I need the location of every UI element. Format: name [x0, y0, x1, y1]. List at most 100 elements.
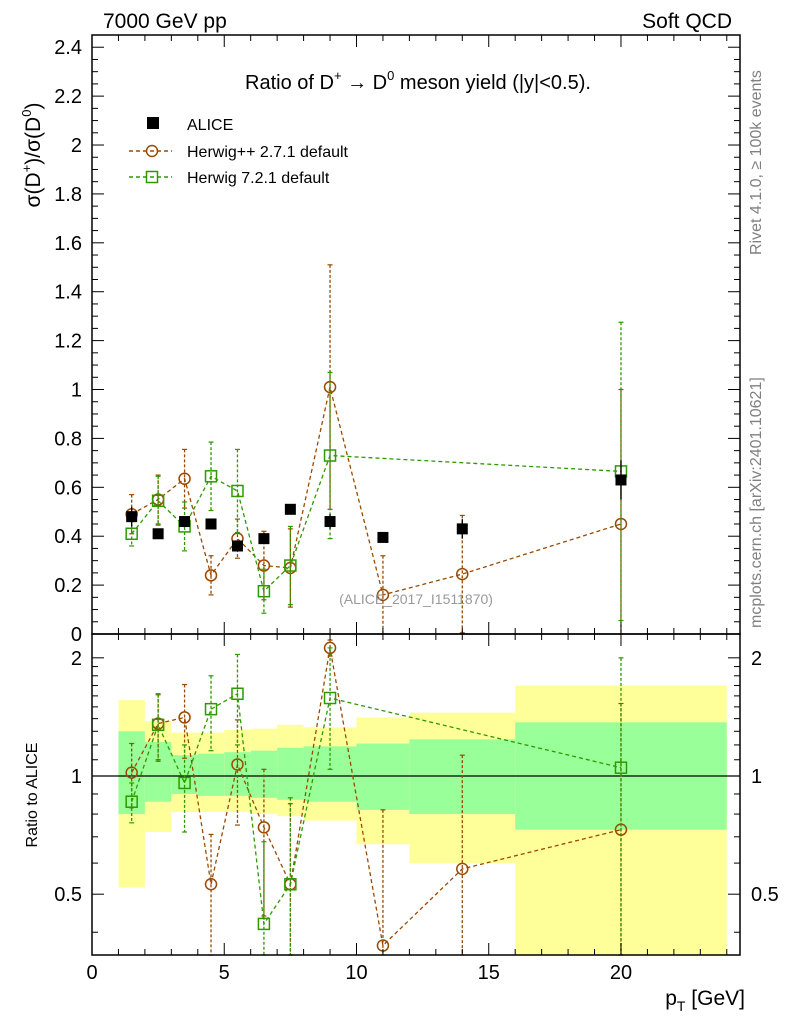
main-y-tick-label-9: 1.8 — [54, 184, 82, 206]
legend-label-herwigpp: Herwig++ 2.7.1 default — [187, 144, 349, 161]
main-ylabel-part-a: σ(D — [22, 172, 45, 207]
ratio-y-tick-label-left-1: 1 — [71, 766, 82, 788]
band-green-6 — [277, 747, 304, 800]
main-ylabel-part-c: ) — [22, 103, 45, 110]
ratio-y-tick-label-right-2: 2 — [751, 648, 762, 670]
ratio-herwig7-point-2 — [178, 776, 191, 790]
main-y-tick-label-7: 1.4 — [54, 282, 82, 304]
main-herwig7-point-4 — [231, 484, 244, 498]
ratio-herwig7-point-7 — [323, 691, 337, 705]
main-y-tick-label-6: 1.2 — [54, 331, 82, 353]
alice-point-10 — [615, 474, 627, 486]
ratio-panel-data — [92, 639, 740, 956]
main-ylabel-sup-1: + — [19, 165, 34, 173]
main-y-tick-label-1: 0.2 — [54, 575, 82, 597]
ratio-herwigpp-point-3 — [204, 878, 218, 891]
x-tick-label-1: 5 — [219, 962, 230, 984]
alice-point-4 — [231, 540, 243, 552]
ratio-herwigpp-point-2 — [178, 711, 191, 724]
ratio-y-tick-label-right-1: 1 — [751, 766, 762, 788]
alice-point-3 — [205, 518, 217, 530]
ratio-herwig7-point-6 — [284, 878, 297, 891]
mcplots-label: mcplots.cern.ch [arXiv:2401.10621] — [748, 377, 765, 628]
main-y-tick-label-0: 0 — [71, 624, 82, 646]
legend-marker-herwig7 — [145, 170, 159, 184]
alice-point-9 — [456, 523, 468, 535]
ratio-herwigpp-point-5 — [257, 821, 271, 834]
ratio-herwig7-point-1 — [151, 718, 165, 732]
ratio-herwig7-point-5 — [257, 917, 271, 931]
main-herwigpp-line — [131, 386, 622, 596]
alice-point-1 — [152, 528, 164, 540]
ratio-herwig7-point-4 — [231, 687, 244, 701]
main-y-tick-label-8: 1.6 — [54, 233, 82, 255]
x-axis-label-sub: T — [677, 998, 686, 1014]
alice-point-6 — [284, 503, 296, 515]
main-panel-data — [125, 264, 628, 635]
main-title-sup-1: + — [334, 68, 342, 83]
main-ylabel-part-b: )/σ(D — [22, 117, 45, 165]
analysis-watermark: (ALICE_2017_I1511870) — [339, 591, 493, 607]
main-y-tick-label-4: 0.8 — [54, 428, 82, 450]
main-herwig7-point-7 — [323, 449, 337, 462]
ratio-panel-axes: 0 5 10 15 20 0.5 0.5 1 1 2 2 — [54, 633, 779, 984]
band-green-8 — [356, 743, 410, 810]
header-right: Soft QCD — [642, 10, 732, 33]
ratio-y-tick-label-right-0: 0.5 — [751, 884, 779, 906]
main-y-tick-label-2: 0.4 — [54, 526, 82, 548]
main-title-part-b: meson yield (|y|<0.5). — [394, 72, 591, 94]
ratio-ylabel: Ratio to ALICE — [24, 743, 41, 848]
main-title-part-a: Ratio of D — [245, 72, 334, 94]
ratio-herwig7-line — [131, 692, 622, 926]
band-green-3 — [197, 753, 225, 796]
x-axis-label: pT [GeV] — [665, 987, 745, 1014]
ratio-frame — [91, 633, 741, 956]
alice-point-8 — [377, 531, 389, 543]
main-ylabel: σ(D+)/σ(D0) — [19, 103, 45, 208]
main-herwigpp-point-3 — [204, 569, 218, 582]
alice-point-2 — [179, 516, 191, 528]
legend-label-alice: ALICE — [187, 117, 233, 134]
alice-point-0 — [126, 511, 138, 523]
main-ylabel-sup-2: 0 — [19, 110, 34, 117]
main-title-sup-2: 0 — [387, 68, 394, 83]
x-tick-label-3: 15 — [478, 962, 500, 984]
x-tick-label-0: 0 — [86, 962, 97, 984]
main-y-tick-label-11: 2.2 — [54, 86, 82, 108]
main-herwig7-point-5 — [257, 584, 271, 598]
main-herwigpp-point-9 — [456, 567, 469, 581]
ratio-herwigpp-point-0 — [125, 766, 138, 779]
main-herwig7-point-6 — [284, 559, 297, 572]
legend-marker-herwigpp — [145, 144, 159, 158]
ratio-herwig7-point-3 — [204, 702, 218, 716]
alice-point-7 — [324, 516, 336, 528]
alice-point-5 — [258, 533, 270, 545]
ratio-y-tick-label-left-0: 0.5 — [54, 884, 82, 906]
legend-label-herwig7: Herwig 7.2.1 default — [187, 170, 330, 187]
ratio-herwig7-point-0 — [125, 795, 138, 808]
main-y-tick-label-12: 2.4 — [54, 37, 82, 59]
x-tick-label-4: 20 — [610, 962, 632, 984]
main-title-arrow: → D — [342, 72, 388, 94]
ratio-herwigpp-point-4 — [231, 758, 244, 771]
ratio-herwig7-point-8 — [614, 761, 628, 774]
main-herwigpp-point-8 — [376, 588, 390, 602]
ratio-y-tick-label-left-2: 2 — [71, 648, 82, 670]
rivet-label: Rivet 4.1.0, ≥ 100k events — [748, 70, 765, 255]
main-herwig7-point-0 — [125, 527, 138, 541]
legend-marker-alice — [147, 117, 159, 129]
ratio-herwigpp-point-9 — [456, 862, 469, 876]
header-left: 7000 GeV pp — [103, 10, 227, 33]
x-tick-label-2: 10 — [345, 962, 367, 984]
main-herwig7-point-3 — [204, 470, 218, 483]
main-herwig7-point-1 — [151, 494, 165, 508]
main-panel-axes: 0 0.2 0.4 0.6 0.8 1 1.2 1.4 1.6 1.8 2 2.2 2.4 — [54, 34, 741, 646]
main-y-tick-label-10: 2 — [71, 135, 82, 157]
main-y-tick-label-3: 0.6 — [54, 477, 82, 499]
x-axis-label-part-a: p — [665, 987, 677, 1010]
main-title: Ratio of D+ → D0 meson yield (|y|<0.5). — [245, 68, 591, 94]
x-axis-label-part-b: [GeV] — [685, 987, 745, 1010]
main-y-tick-label-5: 1 — [71, 380, 82, 402]
